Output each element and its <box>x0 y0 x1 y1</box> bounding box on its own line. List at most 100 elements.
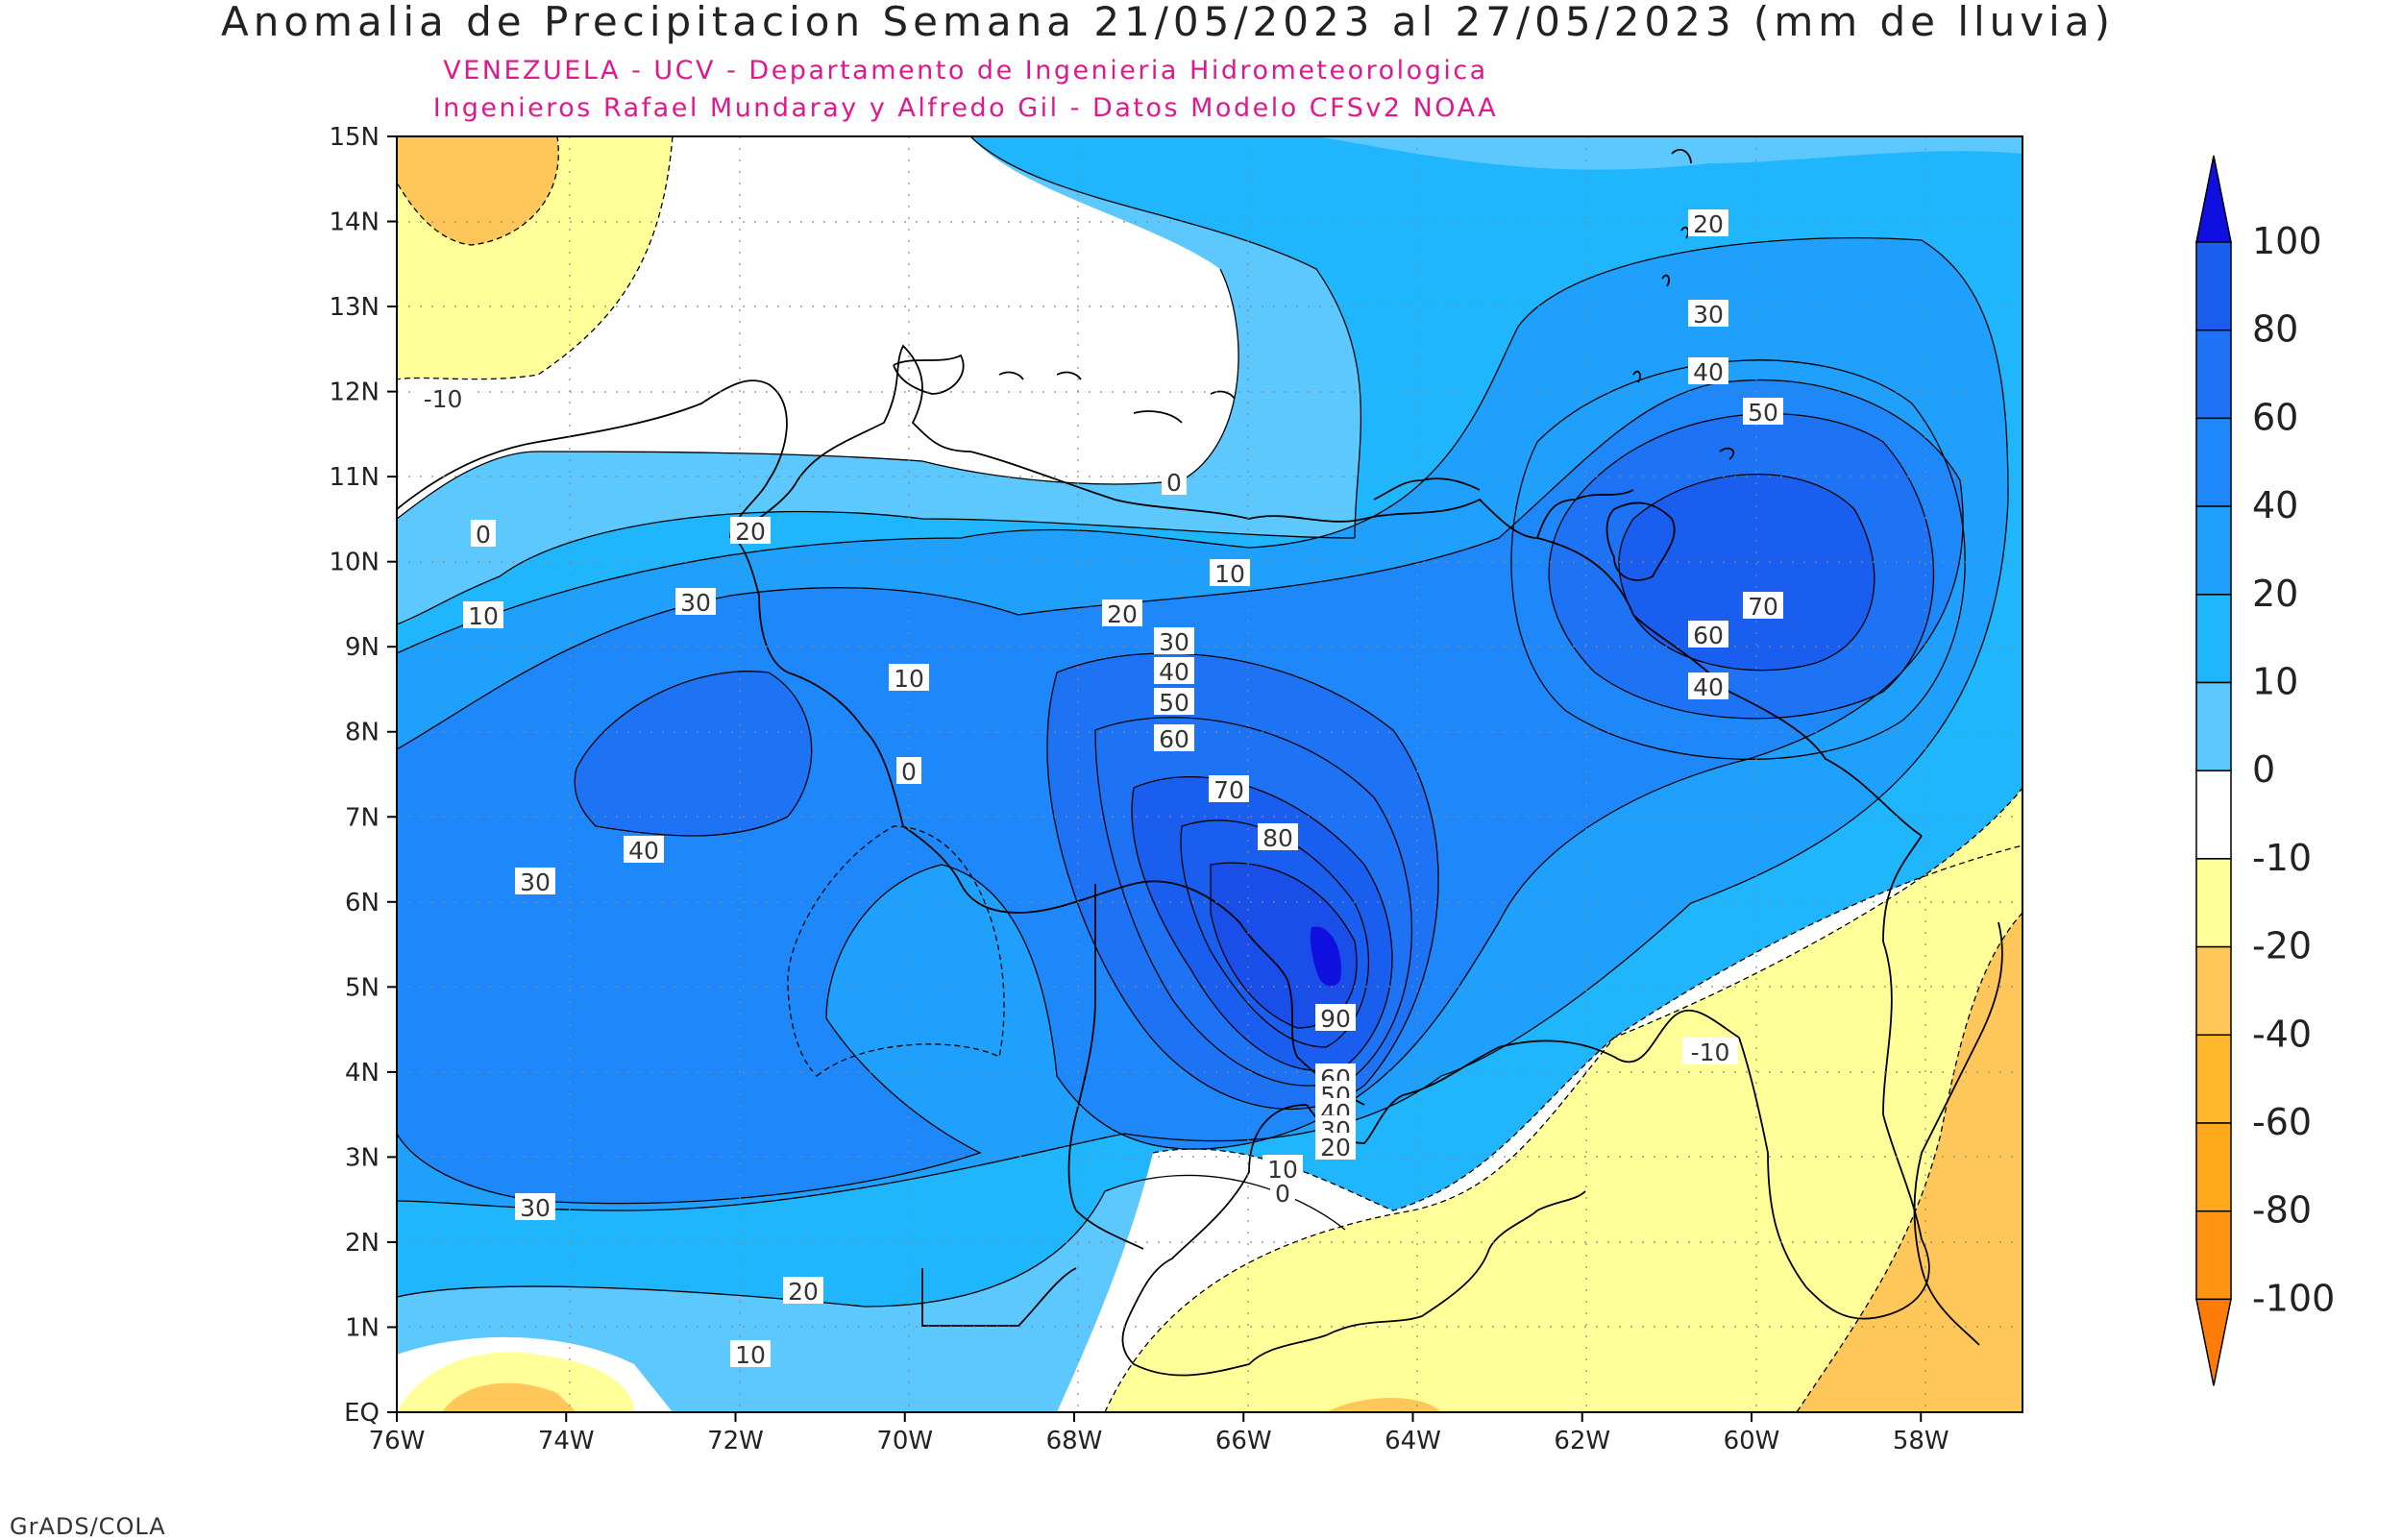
contour-label-text: 10 <box>894 665 924 693</box>
colorbar-segment <box>2195 241 2232 331</box>
contour-label-text: 20 <box>735 518 766 546</box>
contour-label: 30 <box>515 868 555 896</box>
contour-label-text: 20 <box>1320 1134 1351 1161</box>
lat-tick-label: 15N <box>329 123 380 152</box>
lat-tick-label: 12N <box>329 379 380 407</box>
contour-label-text: 20 <box>1107 600 1138 628</box>
contour-label-bg <box>675 588 716 615</box>
contour-label-text: -10 <box>424 385 463 413</box>
contour-label-bg <box>1162 468 1187 495</box>
contour-label-bg <box>1270 1179 1295 1206</box>
contour-label-text: 20 <box>1693 210 1724 238</box>
contour-line <box>397 379 1964 1205</box>
lat-tick-label: 6N <box>345 889 380 917</box>
contour-label-text: 40 <box>1159 658 1189 686</box>
contour-line <box>397 136 559 246</box>
contour-label-bg <box>1682 1038 1738 1064</box>
fill-negative-sw <box>397 1352 634 1412</box>
colorbar-level-label: 20 <box>2252 573 2298 615</box>
contour-label-bg <box>515 1193 555 1220</box>
contour-line <box>1104 787 2022 1412</box>
contour-label-bg <box>1315 1133 1356 1160</box>
contour-label: 0 <box>471 520 496 549</box>
contour-label-bg <box>624 836 664 863</box>
lat-tick-label: EQ <box>344 1399 380 1428</box>
lat-tick-label: 13N <box>329 293 380 322</box>
contour-label-bg <box>1154 688 1194 715</box>
colorbar-segment <box>2195 681 2232 771</box>
contour-label: 70 <box>1743 592 1783 621</box>
contour-line <box>397 237 2009 1211</box>
coastlines-and-borders <box>397 149 2003 1377</box>
contour-label-bg <box>471 520 496 547</box>
contour-label-text: 0 <box>1166 469 1182 497</box>
contour-label: 10 <box>730 1340 771 1369</box>
colorbar-level-label: -80 <box>2252 1189 2312 1232</box>
subtitle-institution: VENEZUELA - UCV - Departamento de Ingeni… <box>443 56 1488 86</box>
contour-label-bg <box>1688 621 1728 648</box>
colorbar-segment <box>2195 329 2232 420</box>
contour-line <box>397 136 674 380</box>
island-trinidad <box>1605 501 1676 581</box>
lat-tick-label: 1N <box>345 1313 380 1342</box>
colorbar-segment <box>2195 1034 2232 1124</box>
lat-tick-label: 5N <box>345 973 380 1002</box>
contour-line <box>1796 912 2022 1412</box>
contour-label-text: 20 <box>788 1278 819 1306</box>
contour-label: 40 <box>1154 657 1194 686</box>
colorbar-level-label: 80 <box>2252 308 2298 351</box>
contour-label-bg <box>730 1340 771 1367</box>
colorbar-segment <box>2195 417 2232 507</box>
contour-label: 30 <box>1154 627 1194 656</box>
contour-label-text: 90 <box>1320 1005 1351 1033</box>
contour-label: 80 <box>1258 823 1298 852</box>
contour-label-bg <box>1154 627 1194 654</box>
fill-negative-20-sw <box>442 1382 576 1412</box>
colorbar-segment <box>2195 1122 2232 1212</box>
contour-label-bg <box>1262 1155 1303 1182</box>
border-brazil-north <box>1306 1009 1740 1144</box>
lat-tick-label: 8N <box>345 719 380 747</box>
contour-label-bg <box>1688 672 1728 699</box>
contour-label-bg <box>415 384 471 411</box>
contour-label-bg <box>1743 398 1783 425</box>
lon-tick-label: 70W <box>876 1427 933 1455</box>
colorbar-level-label: 40 <box>2252 484 2298 526</box>
contour-label-text: 30 <box>1159 628 1189 656</box>
contour-label: 20 <box>783 1277 823 1306</box>
island-margarita <box>1133 410 1183 424</box>
contour-label-bg <box>515 868 555 894</box>
lon-tick-label: 62W <box>1554 1427 1610 1455</box>
lon-tick-label: 68W <box>1046 1427 1103 1455</box>
contour-label: 0 <box>1162 468 1187 497</box>
lon-tick-label: 74W <box>538 1427 595 1455</box>
colorbar-segment <box>2195 594 2232 684</box>
colorbar-segment <box>2195 1210 2232 1301</box>
contour-label: 20 <box>1688 209 1728 238</box>
contour-line <box>1131 776 1393 1072</box>
fill-negative-20-nw <box>397 136 559 245</box>
contour-label-text: 30 <box>1693 301 1724 329</box>
contour-label-bg <box>1154 657 1194 684</box>
contour-label-bg <box>896 757 921 784</box>
contour-label: 40 <box>1688 357 1728 386</box>
contour-label-bg <box>1688 357 1728 384</box>
coastline-trinidad-gulf <box>1536 489 1634 539</box>
lon-tick-label: 72W <box>707 1427 764 1455</box>
contour-line <box>574 671 813 837</box>
lon-tick-label: 58W <box>1893 1427 1949 1455</box>
contour-label-bg <box>463 601 503 628</box>
contour-label-text: 40 <box>1693 358 1724 386</box>
contour-label-bg <box>730 517 771 544</box>
contour-label-text: 70 <box>1748 593 1778 621</box>
contour-label-text: 50 <box>1159 689 1189 717</box>
contour-label-text: 60 <box>1159 725 1189 753</box>
contour-label: 0 <box>1270 1179 1295 1208</box>
map-title: Anomalia de Precipitacion Semana 21/05/2… <box>221 0 2115 45</box>
contour-label-text: 30 <box>680 589 711 617</box>
colorbar-level-label: -10 <box>2252 837 2312 879</box>
contour-label-text: 30 <box>520 868 551 896</box>
coastline-paria <box>1373 477 1481 501</box>
contour-label-bg <box>1315 1004 1356 1031</box>
